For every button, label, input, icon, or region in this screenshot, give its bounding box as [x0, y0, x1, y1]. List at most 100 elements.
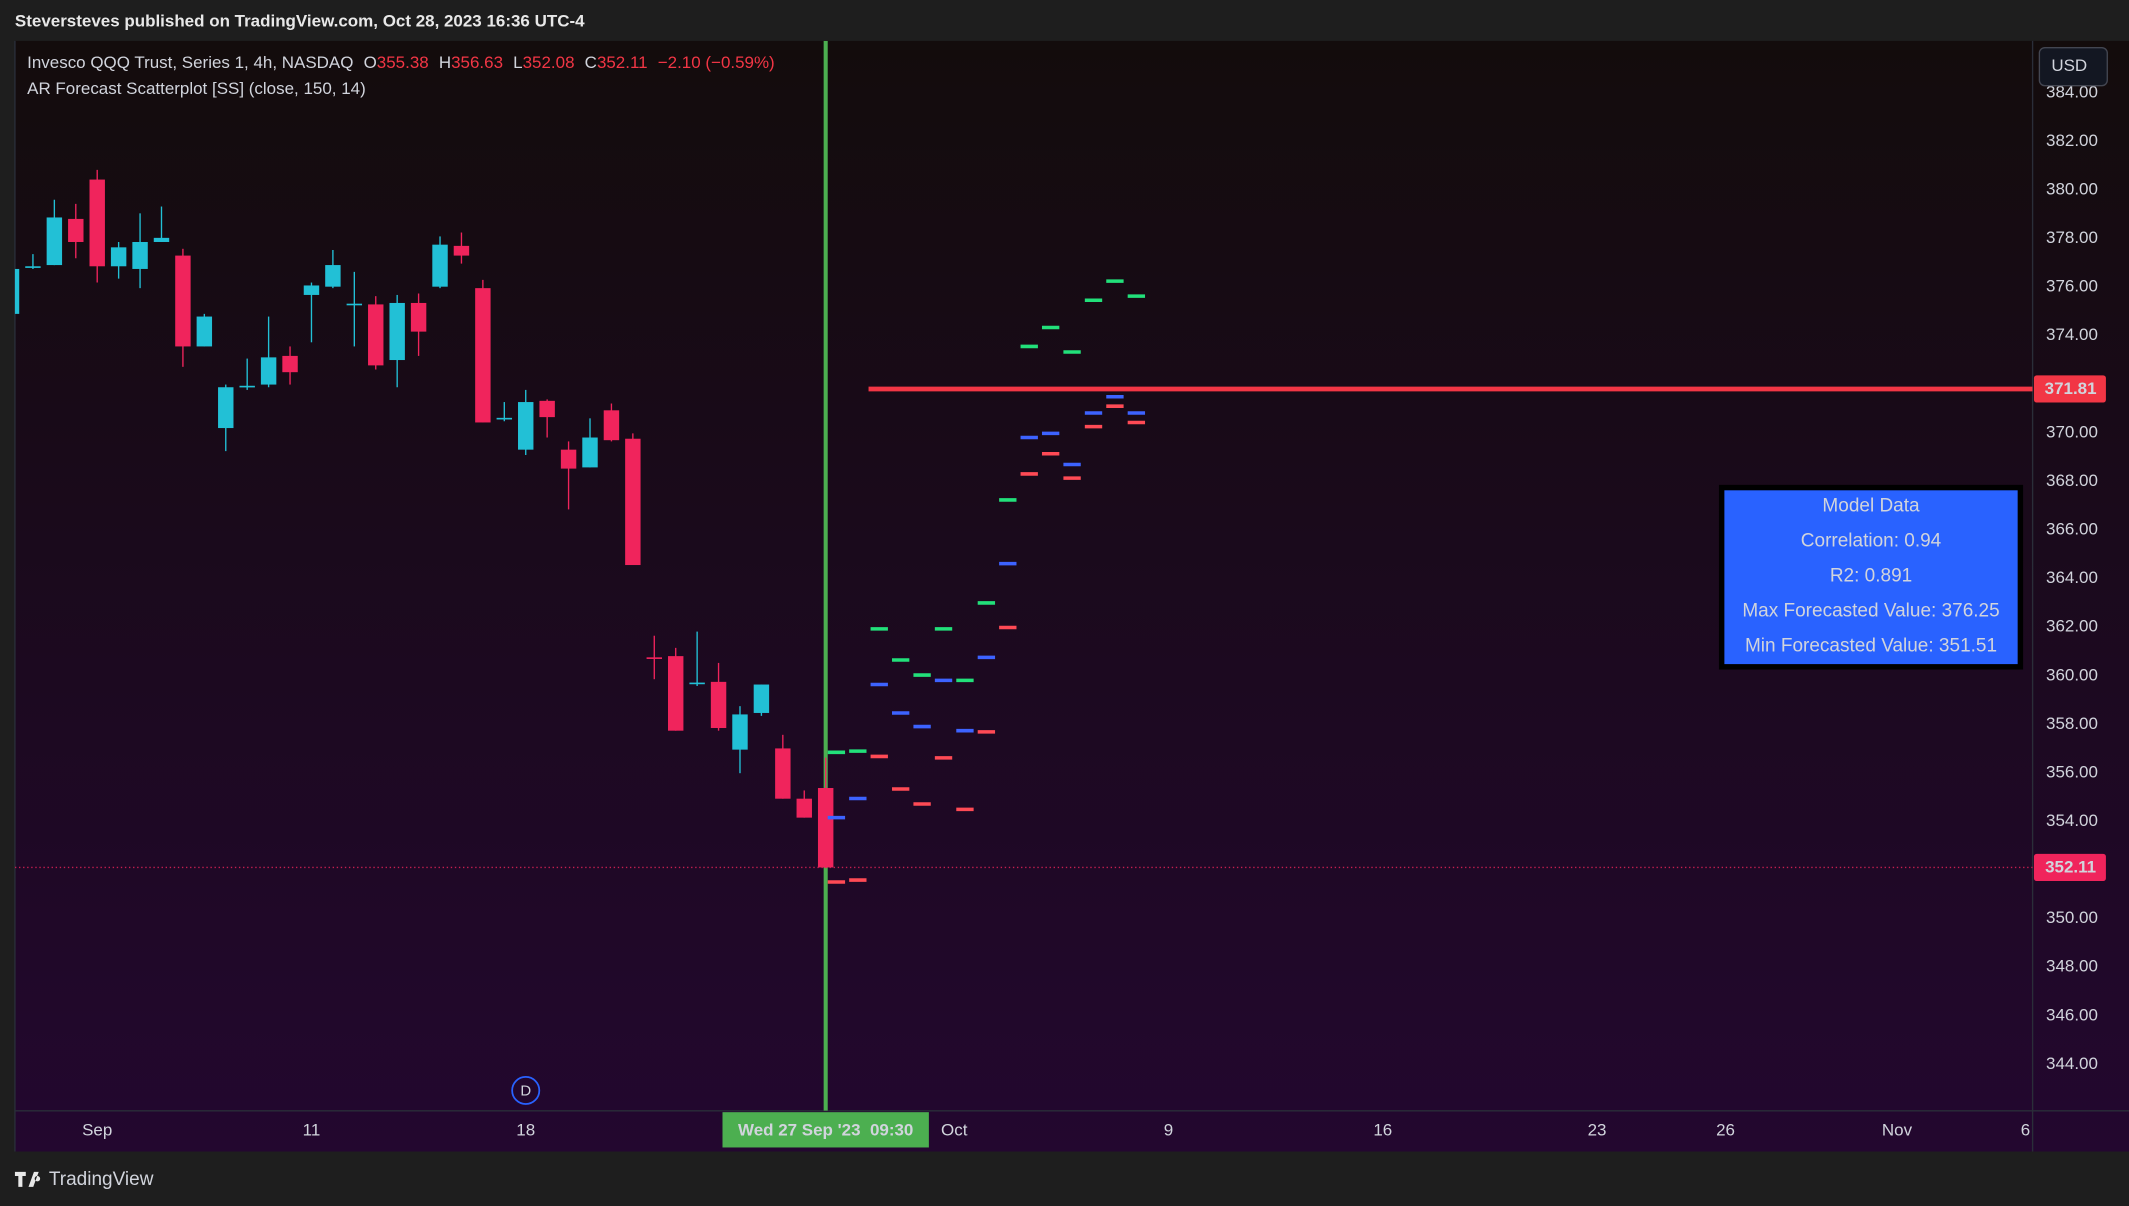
- candle-body: [603, 410, 620, 441]
- candle-body: [25, 266, 41, 268]
- candle-body: [432, 244, 448, 287]
- table-row: Correlation: 0.94: [1801, 531, 1942, 552]
- candle-body: [110, 247, 127, 267]
- legend: Invesco QQQ Trust, Series 1, 4h, NASDAQ …: [27, 53, 775, 98]
- crosshair-time-tag: [722, 1112, 929, 1148]
- symbol-legend: Invesco QQQ Trust, Series 1, 4h, NASDAQ …: [27, 53, 775, 72]
- candle-body: [260, 357, 277, 385]
- candle-body: [346, 303, 363, 306]
- table-row: Max Forecasted Value: 376.25: [1742, 601, 1999, 622]
- y-tick-label: 382.00: [2046, 131, 2098, 150]
- y-tick-label: 358.00: [2046, 714, 2098, 733]
- candle-body: [389, 302, 405, 361]
- candle-body: [89, 179, 105, 267]
- low-value: 352.08: [523, 53, 575, 72]
- y-tick-label: 348.00: [2046, 957, 2098, 976]
- table-row: R2: 0.891: [1830, 566, 1912, 587]
- y-tick-label: 360.00: [2046, 665, 2098, 684]
- table-row: Min Forecasted Value: 351.51: [1745, 636, 1997, 657]
- y-tick-label: 344.00: [2046, 1054, 2098, 1073]
- candle-body: [625, 438, 641, 566]
- candle-body: [14, 268, 20, 314]
- candle-body: [582, 437, 598, 468]
- candle-body: [368, 304, 384, 366]
- candle-body: [325, 265, 341, 287]
- currency-button[interactable]: USD: [2038, 46, 2108, 87]
- y-tick-label: 364.00: [2046, 568, 2098, 587]
- candle-body: [196, 316, 213, 347]
- currency-label[interactable]: USD: [2051, 56, 2087, 75]
- change-value: −2.10 (−0.59%): [658, 53, 775, 72]
- brand-name: TradingView: [49, 1169, 154, 1190]
- y-tick-label: 374.00: [2046, 325, 2098, 344]
- x-tick-label: 6: [2021, 1121, 2030, 1140]
- x-tick-label: Nov: [1882, 1121, 1913, 1140]
- close-value: 352.11: [597, 53, 648, 72]
- x-tick-label: 9: [1164, 1121, 1173, 1140]
- y-tick-label: 346.00: [2046, 1005, 2098, 1024]
- candle-body: [175, 255, 191, 347]
- candle-body: [46, 217, 63, 266]
- x-tick-label: 23: [1588, 1121, 1607, 1140]
- candle-body: [817, 788, 834, 868]
- dividend-marker-label: D: [520, 1083, 531, 1100]
- candle-body: [560, 449, 577, 469]
- x-tick-label: 18: [516, 1121, 535, 1140]
- level-price-tag: [2033, 375, 2106, 403]
- crosshair-time-label: Wed 27 Sep '23 09:30: [738, 1121, 913, 1140]
- close-label: C: [585, 53, 597, 72]
- candle-body: [303, 285, 320, 295]
- candle-body: [475, 288, 491, 423]
- last-price-tag: [2033, 853, 2106, 882]
- y-tick-label: 380.00: [2046, 179, 2098, 198]
- candle-body: [239, 385, 255, 388]
- candle-body: [710, 681, 727, 729]
- x-tick-label: Oct: [941, 1121, 968, 1140]
- low-label: L: [513, 53, 522, 72]
- y-tick-label: 384.00: [2046, 82, 2098, 101]
- dividend-marker: [511, 1075, 541, 1105]
- high-label: H: [439, 53, 451, 72]
- y-tick-label: 376.00: [2046, 277, 2098, 296]
- open-value: 355.38: [377, 53, 429, 72]
- x-tick-label: 16: [1373, 1121, 1392, 1140]
- x-tick-label: 11: [303, 1121, 321, 1140]
- plot-area: D: [14, 40, 2033, 1111]
- axes: 344.00346.00348.00350.00352.00354.00356.…: [82, 82, 2106, 1148]
- y-tick-label: 370.00: [2046, 422, 2098, 441]
- high-value: 356.63: [451, 53, 503, 72]
- symbol-title: Invesco QQQ Trust, Series 1, 4h, NASDAQ: [27, 53, 353, 72]
- candle-body: [775, 748, 791, 799]
- candle-body: [667, 656, 684, 731]
- candle-body: [218, 387, 234, 429]
- brand-logo: [14, 1171, 41, 1187]
- y-tick-label: 368.00: [2046, 471, 2098, 490]
- publish-info: Steversteves published on TradingView.co…: [15, 11, 585, 30]
- candle-body: [646, 657, 662, 659]
- candle-body: [518, 402, 534, 450]
- y-tick-label: 378.00: [2046, 228, 2098, 247]
- candle-body: [410, 302, 427, 332]
- candle-body: [732, 714, 748, 750]
- candle-body: [68, 218, 84, 242]
- candle-body: [539, 400, 555, 418]
- level-price-label: 371.81: [2045, 379, 2097, 398]
- candle-body: [153, 237, 170, 242]
- candle-body: [753, 684, 770, 713]
- open-label: O: [364, 53, 377, 72]
- y-tick-label: 354.00: [2046, 811, 2098, 830]
- candle-body: [496, 417, 513, 420]
- table-fill: [1724, 490, 2018, 665]
- currency-button-box[interactable]: [2038, 46, 2108, 87]
- candle-body: [689, 682, 705, 685]
- candle-body: [132, 241, 148, 269]
- y-tick-label: 350.00: [2046, 908, 2098, 927]
- model-data-table: Model Data Correlation: 0.94 R2: 0.891 Max …: [1718, 484, 2024, 670]
- y-tick-label: 356.00: [2046, 762, 2098, 781]
- candle-body: [453, 245, 470, 256]
- candle-body: [796, 798, 812, 818]
- y-tick-label: 362.00: [2046, 617, 2098, 636]
- table-row: Model Data: [1822, 496, 1920, 517]
